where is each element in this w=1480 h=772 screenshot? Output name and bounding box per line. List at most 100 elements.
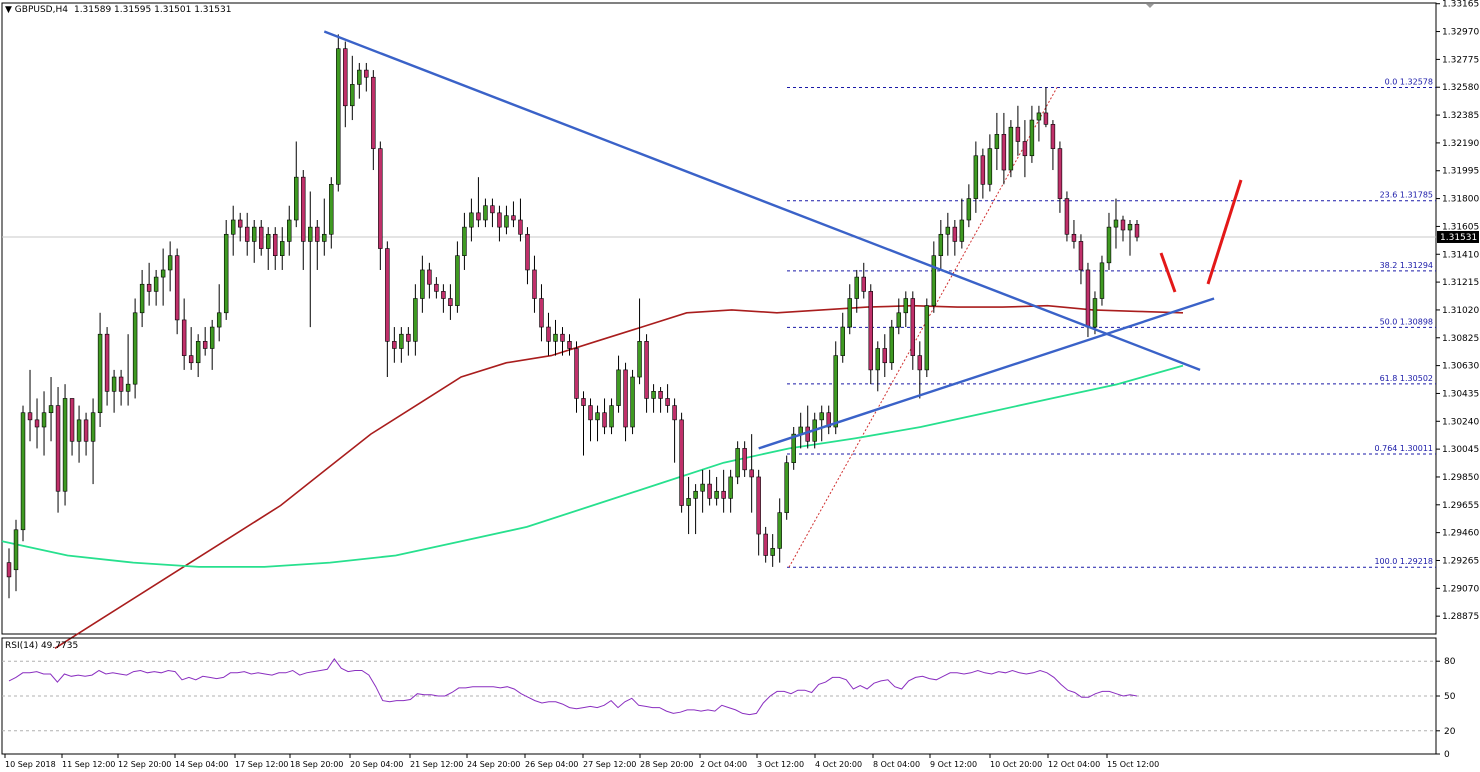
candle-body [553, 333, 558, 342]
forecast-down-line [1159, 252, 1177, 293]
x-tick-label: 20 Sep 04:00 [350, 760, 403, 769]
y-tick-label: 1.29850 [1442, 473, 1479, 483]
candle-body [294, 176, 299, 221]
candle-body [1078, 241, 1084, 271]
candle-body [20, 412, 26, 531]
candle-body [322, 233, 327, 242]
candle-body [889, 326, 895, 364]
candle-body [525, 233, 530, 271]
candle-body [714, 490, 719, 499]
x-tick-label: 9 Oct 12:00 [930, 760, 977, 769]
candle-body [146, 283, 152, 292]
candle-body [1043, 112, 1049, 125]
candle-body [76, 419, 82, 442]
candle-body [399, 333, 404, 349]
fib-level-label: 100.0 1.29218 [1374, 557, 1433, 566]
candle-body [539, 298, 544, 328]
candle-body [266, 233, 271, 249]
candle-body [728, 476, 733, 499]
candle-body [595, 412, 600, 421]
candle-body [546, 326, 551, 342]
y-tick-label: 1.32580 [1442, 83, 1479, 93]
candle-body [336, 48, 341, 185]
y-tick-label: 1.29070 [1442, 584, 1479, 594]
y-tick-label: 1.30240 [1442, 417, 1479, 427]
candle-body [209, 326, 215, 349]
candle-body [420, 269, 425, 299]
y-tick-label: 1.29265 [1442, 556, 1479, 566]
candle-body [924, 305, 930, 371]
candle-body [679, 419, 684, 506]
candle-body [623, 369, 628, 428]
candle-body [1134, 223, 1140, 238]
candle-body [41, 412, 47, 428]
candle-body [994, 134, 1000, 149]
x-tick-label: 12 Oct 04:00 [1048, 760, 1100, 769]
symbol-label: GBPUSD,H4 [15, 5, 68, 15]
candle-body [273, 233, 278, 256]
candle-body [1106, 226, 1112, 264]
x-tick-label: 28 Sep 20:00 [640, 760, 693, 769]
rsi-tick-label: 80 [1444, 657, 1456, 667]
rsi-line [8, 658, 1138, 716]
candle-body [749, 469, 754, 478]
y-tick-label: 1.29655 [1442, 501, 1479, 511]
x-tick-label: 10 Sep 2018 [5, 760, 56, 769]
candle-body [90, 412, 96, 442]
candle-body [532, 269, 537, 299]
candle-body [987, 148, 993, 185]
candle-body [378, 148, 383, 249]
candle-body [1071, 233, 1077, 242]
candle-body [125, 383, 131, 392]
resistance-trendline [323, 30, 1201, 372]
candle-body [153, 276, 159, 292]
x-tick-label: 27 Sep 12:00 [583, 760, 636, 769]
y-tick-label: 1.31215 [1442, 278, 1479, 288]
candle-body [160, 269, 166, 278]
candle-body [188, 355, 194, 364]
candle-body [1113, 219, 1119, 228]
rsi-header: RSI(14) 49.7735 [5, 641, 78, 651]
candle-body [1050, 124, 1056, 149]
forecast-up-line [1206, 179, 1243, 285]
support-trendline [758, 297, 1215, 450]
candle-body [504, 215, 509, 228]
x-tick-label: 8 Oct 04:00 [873, 760, 920, 769]
candle-body [672, 405, 677, 421]
candle-body [560, 333, 565, 342]
candle-body [700, 483, 705, 492]
candle-body [707, 483, 712, 499]
x-tick-label: 4 Oct 20:00 [815, 760, 862, 769]
y-tick-label: 1.30630 [1442, 362, 1479, 372]
candle-body [1120, 219, 1126, 231]
shift-marker-icon [1146, 4, 1154, 8]
candle-body [357, 69, 362, 85]
x-tick-label: 17 Sep 12:00 [235, 760, 288, 769]
candle-body [258, 226, 264, 249]
candle-body [111, 376, 117, 392]
candle-body [202, 341, 208, 349]
candle-body [651, 391, 656, 399]
candle-body [476, 212, 481, 221]
y-tick-label: 1.30045 [1442, 445, 1479, 455]
y-tick-label: 1.28875 [1442, 612, 1479, 622]
candle-body [896, 312, 902, 328]
candle-body [455, 255, 460, 306]
candle-body [62, 398, 68, 492]
y-tick-label: 1.32190 [1442, 139, 1479, 149]
y-tick-label: 1.32385 [1442, 111, 1479, 121]
candle-body [511, 215, 516, 221]
candle-body [483, 205, 488, 221]
candle-body [497, 212, 502, 228]
candle-body [301, 176, 306, 242]
fib-level-label: 0.764 1.30011 [1374, 444, 1433, 453]
x-tick-label: 2 Oct 04:00 [700, 760, 747, 769]
candle-body [1001, 134, 1007, 171]
fib-level-label: 50.0 1.30898 [1380, 317, 1433, 326]
candle-body [132, 312, 138, 385]
candle-body [55, 405, 61, 492]
candle-body [490, 205, 495, 214]
candle-body [826, 412, 831, 428]
x-tick-label: 10 Oct 20:00 [990, 760, 1042, 769]
